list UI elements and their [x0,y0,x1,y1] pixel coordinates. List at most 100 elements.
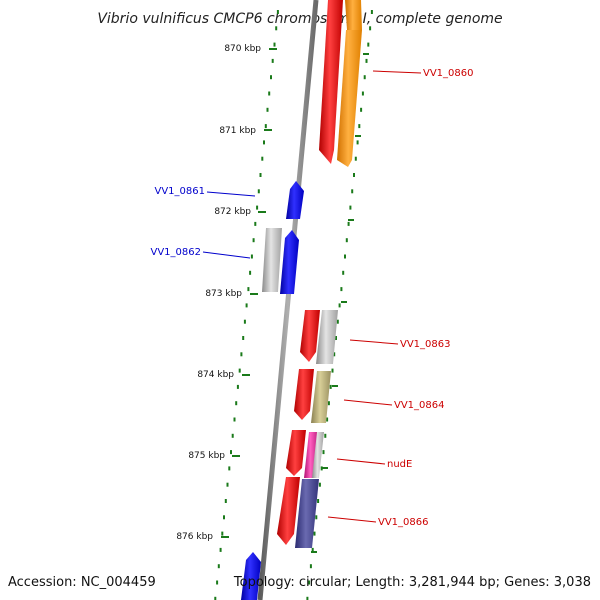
ruler-dot [329,384,332,389]
ruler-dot [216,580,219,585]
gene-label-vv1-0860[interactable]: VV1_0860 [423,68,474,79]
ruler-dot [311,547,314,552]
accession-text: Accession: NC_004459 [8,575,156,590]
gene-label-vv1-0861[interactable]: VV1_0861 [155,186,206,197]
ruler-dot [347,221,350,226]
ruler-dot [367,42,370,47]
ruler-dot [365,58,368,63]
ruler-dot [353,173,355,177]
ruler-dot [309,564,312,569]
ruler-dot [217,564,220,569]
map-title: Vibrio vulnificus CMCP6 chromosome I, co… [97,11,502,27]
ruler-dot [333,352,336,357]
gene-vv1-0860-arrow[interactable] [319,0,343,164]
ruler-dot [358,124,361,129]
tick-label: 872 kbp [214,207,251,217]
gene-nude-arrow[interactable] [286,430,306,476]
gene-vv1-0863-gray[interactable] [316,310,338,364]
ruler-dot [322,450,325,455]
ruler-dot [317,499,320,503]
tick-label: 874 kbp [197,370,234,380]
gene-vv1-0863-arrow[interactable] [300,310,320,362]
ruler-dot [223,515,225,520]
tick-label: 870 kbp [224,44,261,54]
gene-vv1-0864-arrow[interactable] [294,369,314,420]
tick-875: 875 kbp [188,451,240,461]
ruler-dot [336,319,339,324]
ruler-dot [235,401,238,406]
chromosome-backbone [257,0,319,600]
leader-lines [202,70,422,523]
ruler-dot [275,26,278,31]
ruler-dot [268,91,271,96]
ruler-dot [354,156,357,161]
ruler-dot [360,107,363,112]
ruler-dot [276,10,279,14]
ruler-dot [370,10,373,14]
ruler-dot [252,238,255,243]
ruler-dot [263,140,265,145]
right-ticks [311,53,369,553]
ruler-dots-left [214,10,279,600]
ruler-dot [273,42,276,47]
gene-nude-gray[interactable] [312,432,324,478]
gene-vv1-0862-gray[interactable] [262,228,282,292]
ruler-dot [256,205,259,210]
ruler-dot [369,26,372,31]
ruler-dot [318,482,321,487]
ruler-dot [315,515,318,520]
ruler-dot [335,336,337,340]
gene-vv1-0866-arrow[interactable] [277,477,300,545]
gene-vv1-0866-purple[interactable] [295,479,319,548]
topology-text: Topology: circular; Length: 3,281,944 bp… [233,575,591,590]
ruler-dot [228,466,231,471]
tick-876: 876 kbp [176,532,229,542]
ruler-dot [331,368,334,373]
ruler-dot [351,189,354,194]
gene-vv1-0860-orange[interactable] [337,30,362,167]
gene-label-vv1-0866[interactable]: VV1_0866 [378,517,429,528]
tick-label: 875 kbp [188,451,225,461]
gene-label-vv1-0863[interactable]: VV1_0863 [400,339,451,350]
ruler-dot [338,303,341,308]
gene-label-nude[interactable]: nudE [387,459,412,470]
ruler-dot [221,531,224,536]
ruler-dot [308,580,311,585]
ruler-dot [356,140,359,145]
ruler-dot [340,287,343,292]
ruler-dot [224,499,227,503]
tick-label: 873 kbp [205,289,242,299]
ruler-dot [363,75,366,80]
ruler-dot [320,466,323,471]
gene-label-vv1-0862[interactable]: VV1_0862 [151,247,202,258]
gene-blue-bottom-arrow[interactable] [241,552,261,600]
ruler-dot [264,124,267,129]
ruler-dot [214,596,217,600]
ruler-dot [226,482,229,487]
ruler-dot [266,107,269,112]
ruler-dot [327,401,330,406]
gene-vv1-0861-arrow[interactable] [286,181,304,219]
gene-vv1-0860-top-orange[interactable] [345,0,362,30]
ruler-dot [257,189,260,194]
ruler-dot [324,433,327,438]
tick-870: 870 kbp [224,44,277,54]
gene-vv1-0862-arrow[interactable] [280,230,299,294]
ruler-dot [240,352,243,357]
tick-874: 874 kbp [197,370,250,380]
ruler-dot [230,450,232,455]
ruler-dot [247,287,250,292]
ruler-dot [349,205,352,210]
tick-873: 873 kbp [205,289,258,299]
gene-vv1-0864-olive[interactable] [311,371,331,423]
ruler-dot [242,336,245,340]
tick-label: 876 kbp [176,532,213,542]
ruler-dot [344,254,346,259]
gene-label-vv1-0864[interactable]: VV1_0864 [394,400,445,411]
ruler-dot [233,417,236,422]
ruler-dot [345,238,348,243]
gene-nude-pink[interactable] [304,432,318,478]
ruler-dot [271,58,274,63]
ruler-dot [238,368,241,373]
